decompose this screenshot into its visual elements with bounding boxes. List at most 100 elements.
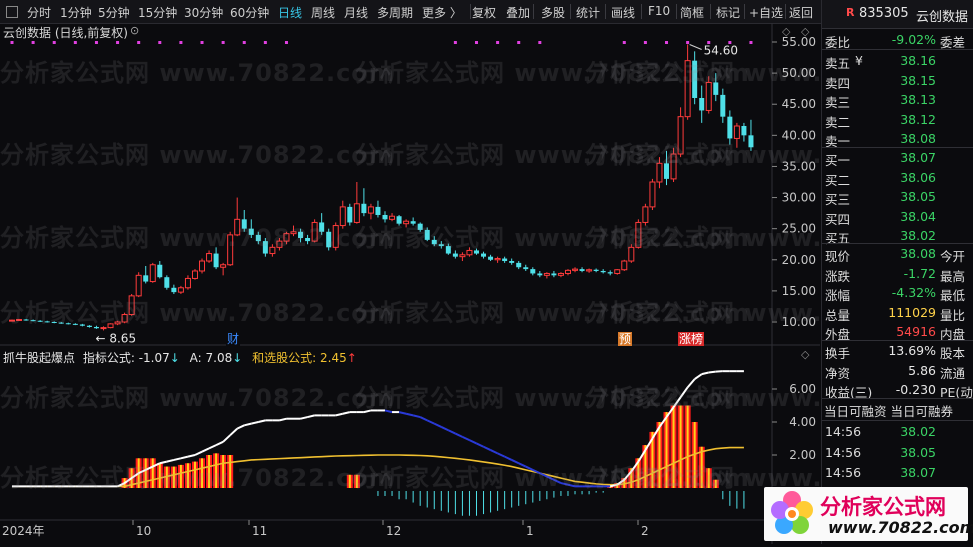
toolbar-divider: [710, 4, 711, 19]
date-label: 10: [136, 524, 151, 538]
row-label: 涨幅: [825, 285, 850, 304]
row-extra-label: 股本: [940, 343, 973, 362]
row-value: 38.05: [900, 189, 936, 204]
row-value: 38.13: [900, 92, 936, 107]
row-value: -1.72: [904, 266, 936, 281]
logo-url: www.70822.com: [828, 518, 973, 537]
row-value: -4.32%: [892, 285, 936, 300]
toolbar-divider: [470, 4, 471, 19]
margin-label: 当日可融资: [824, 404, 887, 419]
toolbar-item-7[interactable]: 周线: [311, 4, 335, 21]
row-value: 13.69%: [888, 343, 936, 358]
row-label: 总量: [825, 305, 850, 324]
date-label: 2: [641, 524, 649, 538]
row-value: 38.16: [900, 53, 936, 68]
row-value: 38.15: [900, 73, 936, 88]
row-label: 卖四: [825, 73, 850, 92]
toolbar-item-20[interactable]: 返回: [789, 4, 813, 21]
row-value: -0.230: [896, 382, 936, 397]
ask-row: 卖二 38.12: [822, 110, 973, 129]
row-label: 涨跌: [825, 266, 850, 285]
watermark-layer: 分析家公式网 www.70822.com 分析家公式网 www.70822.com…: [0, 23, 820, 523]
divider: [822, 49, 973, 50]
toolbar-divider: [744, 4, 745, 19]
watermark-text: 分析家公式网 www.70822.com: [0, 135, 395, 170]
toolbar-item-14[interactable]: 统计: [576, 4, 600, 21]
toolbar-item-12[interactable]: 叠加: [506, 4, 530, 21]
row-label: 14:56: [825, 424, 861, 439]
divider: [822, 398, 973, 399]
weibi-row: 委比-9.02%委差: [822, 30, 973, 49]
toolbar-divider: [533, 4, 534, 19]
toolbar-item-0[interactable]: 分时: [27, 4, 51, 21]
row-label: 换手: [825, 343, 850, 362]
toolbar-divider: [641, 4, 642, 19]
row-label: 卖三: [825, 92, 850, 111]
row-value: 38.02: [900, 424, 936, 439]
date-label: 2024年: [2, 524, 45, 538]
row-value: 38.12: [900, 112, 936, 127]
row-label: 买三: [825, 189, 850, 208]
toolbar-item-10[interactable]: 更多 〉: [422, 4, 462, 21]
toolbar-item-2[interactable]: 5分钟: [98, 4, 130, 21]
row-extra-label: 最低: [940, 285, 973, 304]
ask-row: 卖四 38.15: [822, 71, 973, 90]
toolbar-item-3[interactable]: 15分钟: [138, 4, 177, 21]
row-value: 54916: [896, 324, 936, 339]
toolbar-item-8[interactable]: 月线: [344, 4, 368, 21]
margin-row: 当日可融资当日可融券: [824, 401, 953, 420]
toolbar-item-15[interactable]: 画线: [611, 4, 635, 21]
row-label: 14:56: [825, 445, 861, 460]
row-value: 38.07: [900, 150, 936, 165]
divider: [822, 28, 973, 29]
logo-title: 分析家公式网: [820, 491, 946, 521]
toolbar-item-1[interactable]: 1分钟: [60, 4, 92, 21]
toolbar-item-18[interactable]: 标记: [716, 4, 740, 21]
toolbar-item-13[interactable]: 多股: [541, 4, 565, 21]
stat-row: 涨幅 -4.32% 最低: [822, 283, 973, 302]
watermark-text: 分析家公式网 www.70822.com: [0, 378, 395, 413]
toolbar-item-16[interactable]: F10: [648, 4, 670, 18]
site-logo: 分析家公式网 www.70822.com: [764, 487, 968, 541]
row-label: 卖五: [825, 53, 850, 72]
row-value: 5.86: [908, 363, 936, 378]
toolbar-divider: [676, 4, 677, 19]
toolbar-item-11[interactable]: 复权: [472, 4, 496, 21]
date-label: 1: [526, 524, 534, 538]
row-extra-label: 流通: [940, 363, 973, 382]
toolbar-divider: [570, 4, 571, 19]
row-value: 111029: [888, 305, 936, 320]
row-value: 38.06: [900, 170, 936, 185]
row-label: 14:56: [825, 465, 861, 480]
toolbar-item-9[interactable]: 多周期: [377, 4, 413, 21]
row-value: 38.08: [900, 246, 936, 261]
toolbar-item-5[interactable]: 60分钟: [230, 4, 269, 21]
tick-row: 14:56 38.02: [822, 422, 973, 441]
toolbar-item-6[interactable]: 日线: [278, 4, 302, 21]
menu-square-icon[interactable]: [6, 6, 18, 18]
toolbar-item-4[interactable]: 30分钟: [184, 4, 223, 21]
ask-row: 卖三 38.13: [822, 90, 973, 109]
toolbar-item-17[interactable]: 简框: [680, 4, 704, 21]
watermark-text: 分析家公式网 www.70822.com: [0, 458, 395, 493]
margin-label: 当日可融券: [891, 404, 954, 419]
row-label: 卖二: [825, 112, 850, 131]
row-value: 38.08: [900, 131, 936, 146]
toolbar-divider: [785, 4, 786, 19]
row-extra-label: 今开: [940, 246, 973, 265]
stock-code: 835305: [859, 6, 909, 21]
stat2-row: 换手 13.69% 股本: [822, 341, 973, 360]
flower-logo-icon: [768, 488, 816, 540]
toolbar-item-19[interactable]: +自选: [749, 4, 783, 21]
row-value: 38.04: [900, 209, 936, 224]
row-label: 买二: [825, 170, 850, 189]
